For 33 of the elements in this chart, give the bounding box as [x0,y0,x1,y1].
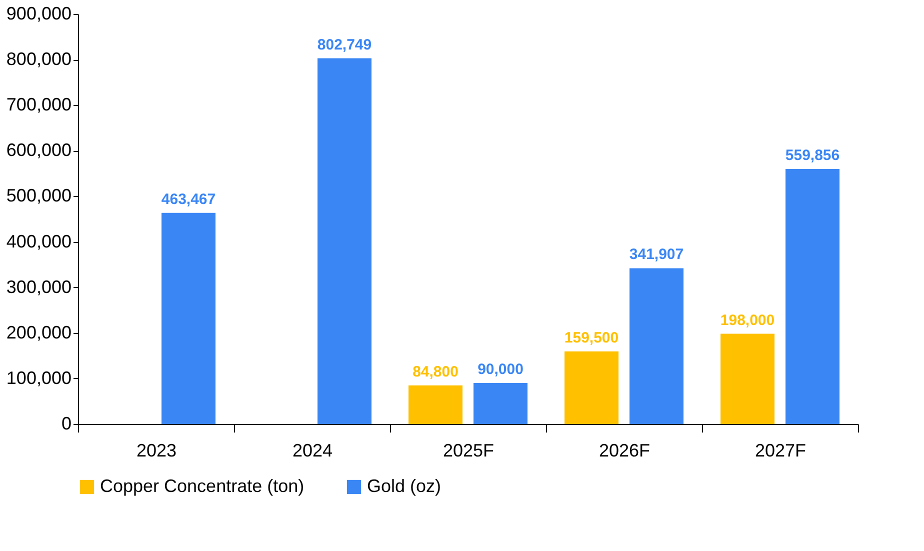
y-tick-label: 300,000 [6,276,72,297]
x-tick-label: 2026F [598,440,650,460]
bar [408,385,462,424]
data-label: 802,749 [317,36,372,54]
data-label: 84,800 [412,363,458,380]
bar [318,58,372,424]
data-label: 90,000 [478,361,524,378]
x-tick-label: 2024 [292,440,333,460]
bar [162,212,216,424]
x-tick-label: 2027F [754,440,806,460]
x-tick-label: 2023 [136,440,177,460]
bar [786,168,840,424]
data-label: 341,907 [629,246,684,264]
data-label: 559,856 [785,146,840,164]
y-tick-label: 500,000 [6,186,72,206]
y-tick-label: 200,000 [6,322,72,342]
x-tick-label: 2025F [442,440,494,460]
data-label: 463,467 [161,190,216,208]
bar [474,383,528,424]
bar [564,351,618,424]
y-tick-label: 400,000 [6,231,72,252]
y-tick-label: 800,000 [6,49,72,70]
y-tick-label: 0 [61,414,72,434]
data-label: 198,000 [720,312,775,329]
y-tick-label: 600,000 [6,140,72,160]
y-tick-label: 900,000 [6,4,72,24]
legend-label: Copper Concentrate (ton) [100,476,304,496]
y-tick-label: 700,000 [6,94,72,115]
data-label: 159,500 [564,329,619,346]
bar [720,334,774,424]
bar [630,268,684,424]
legend-label: Gold (oz) [367,476,442,496]
y-tick-label: 100,000 [6,368,72,388]
